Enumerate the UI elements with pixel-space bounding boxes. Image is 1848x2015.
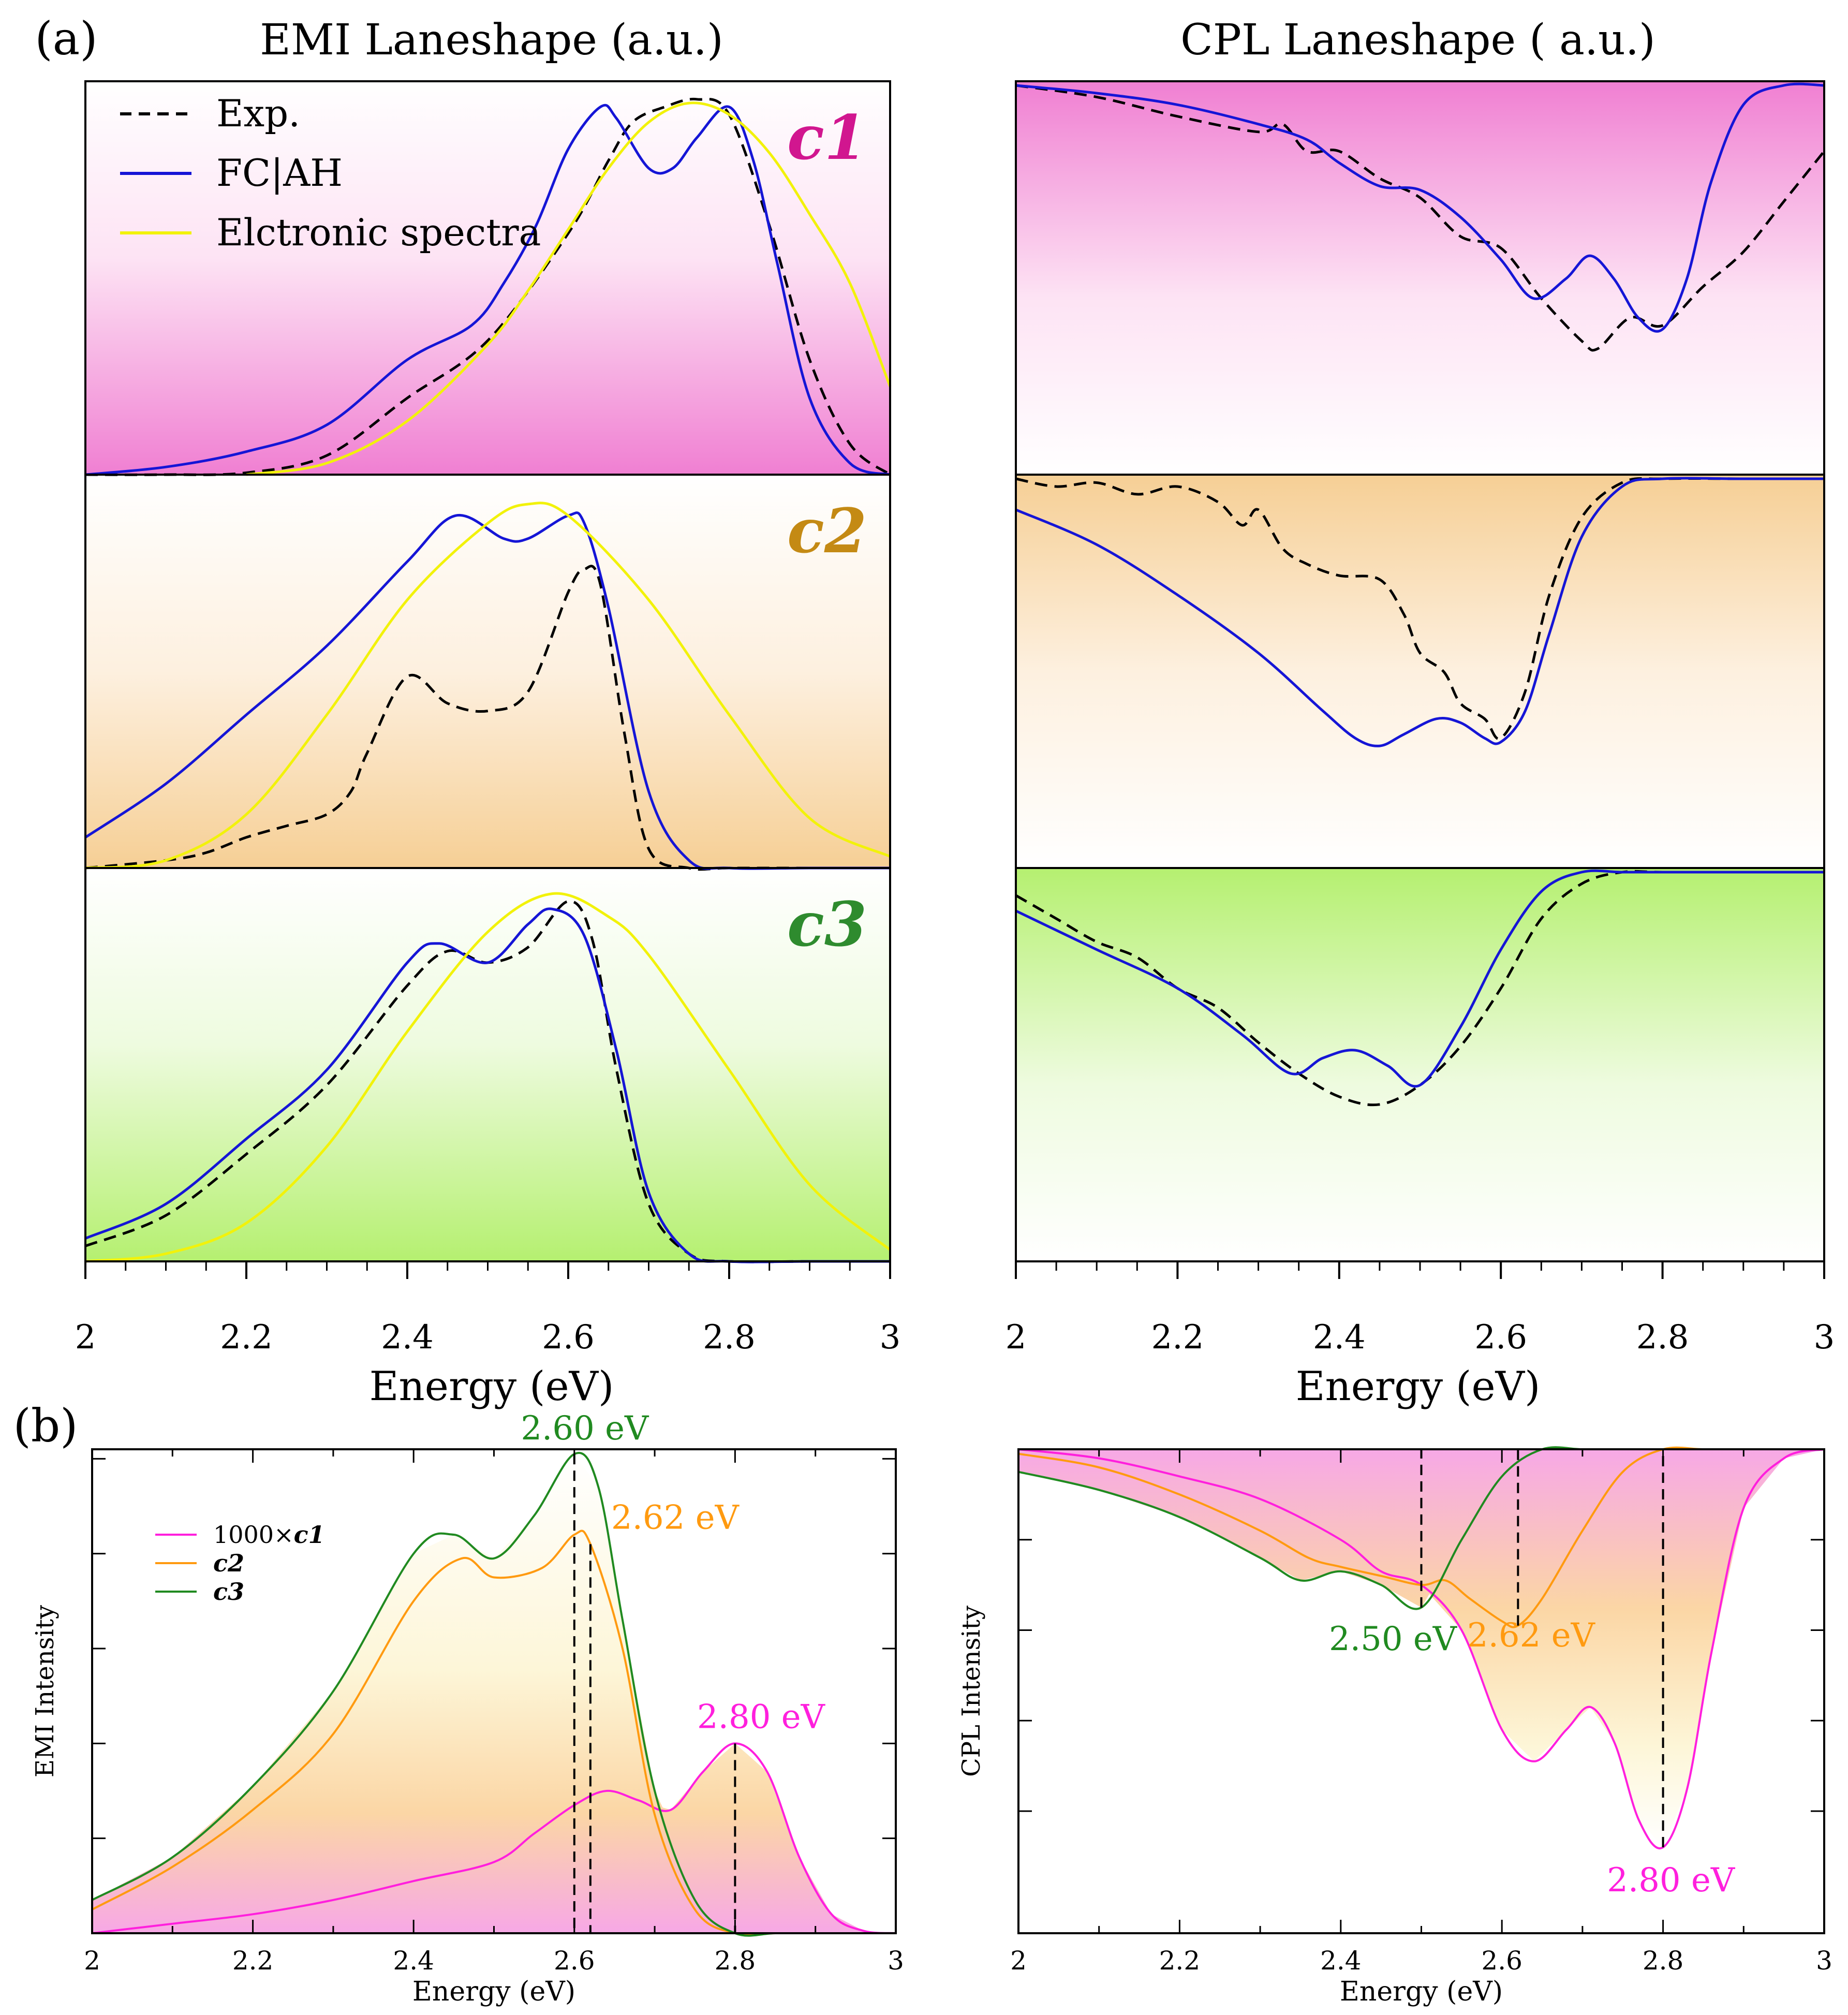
- a-cpl-c3-exp-line: [1015, 870, 1824, 1107]
- a-emi-c1-exp-line: [85, 97, 891, 476]
- a-emi-c2-exp-line: [85, 565, 890, 871]
- b-emi-series-1000c1: [92, 1742, 896, 1934]
- b-emi-xtick-label: 2: [84, 1946, 100, 1976]
- b-cpl-ylabel: CPL Intensity: [957, 1606, 986, 1777]
- a-emi-xtick-label: 2.6: [542, 1318, 595, 1357]
- b-emi-legend-label: 1000×c1: [213, 1521, 325, 1549]
- b-emi-envelope-fill: [92, 1454, 896, 1933]
- b-cpl-annotation-label: 2.50 eV: [1329, 1620, 1458, 1658]
- b-emi-legend-name: c3: [213, 1578, 244, 1606]
- b-cpl-series-1000c1: [1018, 1448, 1825, 1849]
- a-cpl-xtick-label: 2.6: [1474, 1318, 1527, 1357]
- a-cpl-bg-c1: [1016, 81, 1824, 475]
- a-cpl-title: CPL Laneshape ( a.u.): [1180, 16, 1655, 65]
- a-cpl-xtick-label: 2.4: [1313, 1318, 1366, 1357]
- b-cpl-xtick-label: 2.2: [1159, 1946, 1201, 1976]
- b-cpl-xtick-label: 3: [1816, 1946, 1832, 1976]
- b-emi-xtick-label: 2.8: [715, 1946, 756, 1976]
- a-cpl-c1-exp-line: [1015, 84, 1825, 352]
- a-emi-c2-elctronicspectra-line: [85, 502, 891, 870]
- a-cpl-c3-fcah-line: [1015, 869, 1824, 1088]
- b-emi-xtick-label: 2.6: [554, 1946, 595, 1976]
- a-emi-xtick-label: 2.2: [220, 1318, 273, 1357]
- a-emi-title: EMI Laneshape (a.u.): [260, 16, 723, 65]
- b-cpl-xtick-label: 2: [1010, 1946, 1027, 1976]
- a-cpl-bg-c2: [1016, 475, 1824, 868]
- b-emi-ylabel: EMI Intensity: [31, 1605, 60, 1777]
- b-emi-legend-name: c1: [294, 1521, 325, 1549]
- a-emi-bg-c1: [85, 81, 890, 475]
- a-cpl-c2-fcah-line: [1015, 477, 1824, 747]
- b-emi-legend-label: c2: [213, 1549, 244, 1577]
- b-cpl-xlabel: Energy (eV): [1340, 1976, 1503, 2007]
- a-cpl-c2-exp-line: [1015, 477, 1824, 741]
- b-emi-xtick-label: 3: [888, 1946, 904, 1976]
- b-cpl-envelope-fill: [1018, 1449, 1824, 1847]
- a-cpl-bg-c3: [1016, 868, 1824, 1261]
- a-emi-c3-exp-line: [85, 900, 890, 1263]
- panel-a-label: (a): [35, 12, 97, 65]
- a-emi-bg-c2: [85, 475, 890, 868]
- b-cpl-xtick-label: 2.6: [1481, 1946, 1522, 1976]
- b-cpl-annotation-label: 2.80 eV: [1607, 1861, 1736, 1900]
- a-cpl-c1-fcah-line: [1015, 82, 1825, 333]
- panel-b-label: (b): [13, 1399, 78, 1452]
- a-emi-label-c2: c2: [787, 495, 867, 567]
- a-emi-c1-fcah-line: [85, 104, 891, 476]
- b-emi-legend-label: c3: [213, 1578, 244, 1606]
- a-cpl-xtick-label: 2: [1006, 1318, 1027, 1357]
- a-emi-bg-c3: [85, 868, 890, 1261]
- a-emi-legend-label: Elctronic spectra: [216, 211, 541, 254]
- a-emi-xtick-label: 2: [75, 1318, 96, 1357]
- a-emi-c3-elctronicspectra-line: [85, 892, 891, 1263]
- a-cpl-xtick-label: 2.2: [1151, 1318, 1204, 1357]
- a-emi-xtick-label: 2.4: [381, 1318, 434, 1357]
- b-emi-series-c3: [92, 1452, 896, 1937]
- a-emi-xtick-label: 2.8: [703, 1318, 756, 1357]
- a-cpl-xtick-label: 3: [1814, 1318, 1835, 1357]
- a-emi-xlabel: Energy (eV): [369, 1363, 614, 1410]
- a-emi-legend-label: Exp.: [216, 92, 300, 135]
- a-emi-label-c1: c1: [787, 101, 867, 173]
- a-emi-xtick-label: 3: [880, 1318, 901, 1357]
- b-cpl-annotation-label: 2.62 eV: [1467, 1616, 1596, 1655]
- a-cpl-xtick-label: 2.8: [1636, 1318, 1689, 1357]
- b-emi-legend-name: c2: [213, 1549, 244, 1577]
- a-cpl-xlabel: Energy (eV): [1296, 1363, 1541, 1410]
- b-emi-annotation-label: 2.60 eV: [521, 1409, 649, 1448]
- b-emi-legend-prefix: 1000×: [213, 1521, 294, 1549]
- a-emi-label-c3: c3: [787, 888, 867, 960]
- b-cpl-xtick-label: 2.4: [1320, 1946, 1362, 1976]
- b-emi-annotation-label: 2.80 eV: [697, 1698, 826, 1736]
- a-emi-legend-label: FC|AH: [216, 151, 343, 195]
- b-emi-annotation-label: 2.62 eV: [611, 1498, 740, 1537]
- a-emi-c1-elctronicspectra-line: [246, 101, 892, 476]
- b-cpl-xtick-label: 2.8: [1643, 1946, 1684, 1976]
- b-emi-xtick-label: 2.4: [393, 1946, 434, 1976]
- b-emi-xlabel: Energy (eV): [412, 1976, 575, 2007]
- b-emi-xtick-label: 2.2: [232, 1946, 274, 1976]
